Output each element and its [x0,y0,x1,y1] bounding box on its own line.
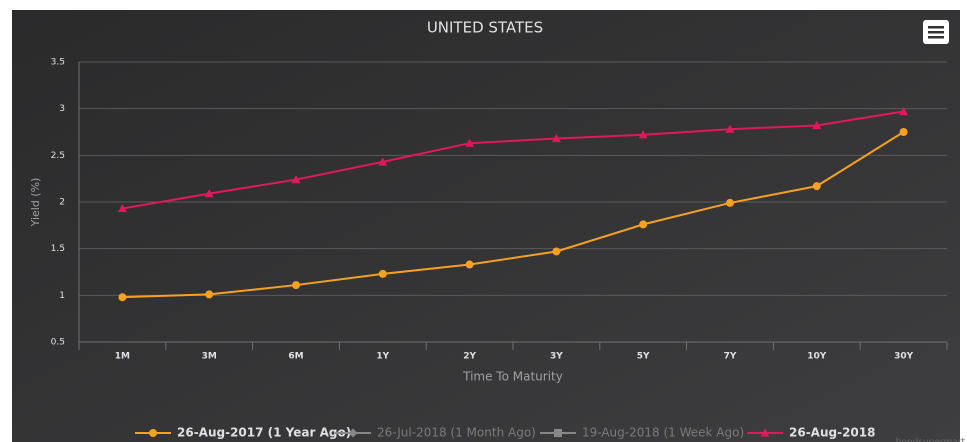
y-tick-label: 1 [59,291,65,301]
marker[interactable] [760,428,770,437]
x-tick-label: 1Y [376,352,389,362]
y-tick-label: 3.5 [51,58,65,68]
marker [117,204,127,213]
x-tick-label: 5Y [637,352,650,362]
menu-button[interactable] [923,20,949,44]
marker [291,175,301,184]
marker [812,120,822,130]
x-axis-title: Time To Maturity [462,370,563,384]
legend-label[interactable]: 26-Jul-2018 (1 Month Ago) [377,426,536,440]
x-tick-label: 3M [202,352,217,362]
marker[interactable] [149,429,157,437]
legend-item[interactable]: 26-Jul-2018 (1 Month Ago) [335,426,536,440]
x-tick-label: 7Y [724,352,737,362]
credits[interactable]: bondsupermart [896,438,966,442]
marker [899,128,908,136]
marker [204,189,214,198]
marker [899,106,909,116]
marker [465,138,475,147]
marker[interactable] [348,428,358,438]
marker [725,124,735,133]
marker [551,134,561,143]
legend-item[interactable]: 26-Aug-2018 [747,426,875,440]
chart-background [12,10,960,442]
marker [726,198,734,207]
series-line [122,131,905,299]
legend-label[interactable]: 26-Aug-2017 (1 Year Ago) [177,426,351,440]
legend-label[interactable]: 26-Aug-2018 [789,426,875,440]
x-tick-label: 10Y [807,352,827,362]
y-tick-label: 1.5 [51,244,65,254]
marker [292,281,300,290]
marker [552,247,561,256]
menu-icon-bar[interactable] [928,26,944,29]
x-tick-label: 3Y [550,352,563,362]
y-tick-label: 2 [59,198,65,208]
chart-title: UNITED STATES [427,19,543,37]
marker [639,220,648,229]
marker [118,293,127,302]
x-tick-label: 30Y [894,352,914,362]
y-tick-label: 0.5 [51,338,65,348]
marker [812,182,821,191]
menu-icon-bar[interactable] [928,36,944,39]
y-tick-label: 2.5 [51,151,65,161]
marker[interactable] [554,429,562,437]
y-axis-title: Yield (%) [29,178,42,228]
x-tick-label: 6M [288,352,303,362]
legend-item[interactable]: 26-Aug-2017 (1 Year Ago) [135,426,351,440]
series-line [122,110,904,210]
x-tick-label: 2Y [463,352,476,362]
marker [378,269,387,278]
marker [205,290,214,299]
legend-item[interactable]: 19-Aug-2018 (1 Week Ago) [540,426,744,440]
legend-label[interactable]: 19-Aug-2018 (1 Week Ago) [582,426,744,440]
menu-icon-bar[interactable] [928,31,944,34]
x-tick-label: 1M [115,352,130,362]
marker [638,130,648,139]
y-tick-label: 3 [59,104,65,114]
marker [378,157,388,166]
marker [465,260,474,269]
